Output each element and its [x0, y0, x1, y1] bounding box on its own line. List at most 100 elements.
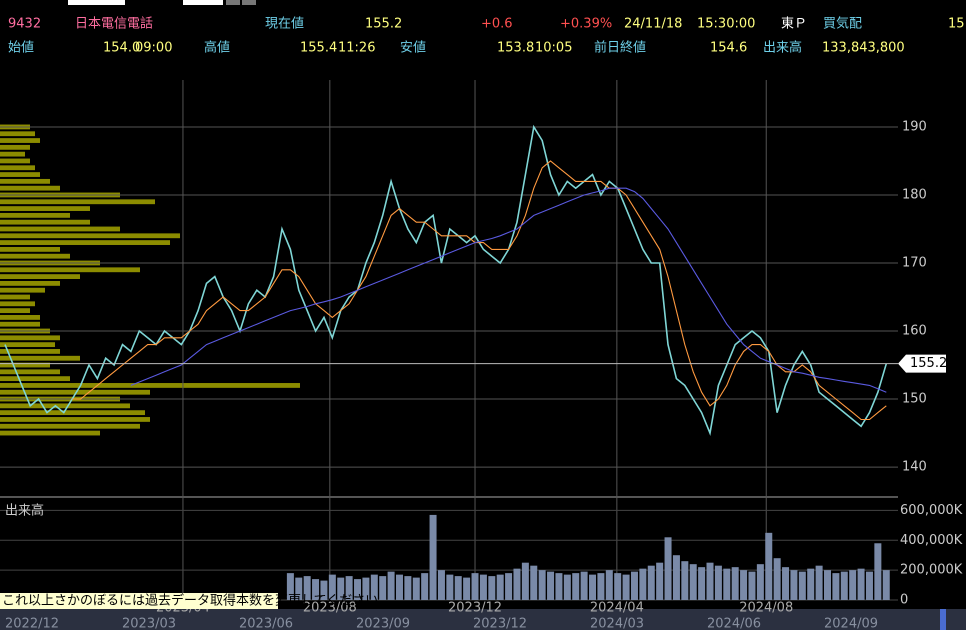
tab[interactable] [183, 0, 223, 5]
current-price-label: 155.2 [910, 356, 947, 371]
volume-bar [857, 568, 865, 600]
volume-bar [706, 562, 714, 600]
volume-bar [429, 514, 437, 600]
tab[interactable] [226, 0, 240, 5]
header-field: 前日終値 [594, 40, 646, 56]
volume-bar [849, 570, 857, 600]
header-field: 現在値 [265, 16, 304, 32]
volume-profile-bar [0, 280, 60, 286]
volume-profile-bar [0, 410, 145, 416]
x-tick-label: 2024/08 [739, 601, 793, 616]
volume-bar [572, 573, 580, 600]
volume-profile-bar [0, 389, 150, 395]
header-field: 24/11/18 [624, 17, 682, 32]
volume-tick-label: 600,000K [900, 503, 963, 518]
header-field: 出来高 [763, 40, 802, 56]
volume-bar [454, 576, 462, 600]
header-field: 133,843,800 [822, 41, 905, 56]
header-field: 155.4 [300, 41, 337, 56]
header-field: 11:26 [338, 41, 375, 56]
series-line [4, 124, 888, 436]
volume-bar [807, 568, 815, 600]
navigator-label: 2024/09 [824, 617, 878, 630]
volume-profile-bar [0, 185, 60, 191]
volume-bar [496, 574, 504, 600]
volume-bar [446, 574, 454, 600]
volume-profile-bar [0, 206, 90, 211]
volume-profile-bar [0, 355, 80, 361]
header-field: 15 [948, 17, 965, 32]
volume-bar [547, 571, 555, 600]
volume-bar [312, 579, 320, 600]
volume-bar [505, 573, 513, 600]
volume-profile-bar [0, 253, 70, 259]
header-field: 15:30:00 [697, 17, 755, 32]
volume-bar [756, 564, 764, 600]
y-tick-label: 150 [902, 392, 927, 407]
volume-bar [765, 532, 773, 600]
volume-bar [286, 573, 294, 600]
y-tick-label: 180 [902, 187, 927, 202]
volume-profile-bar [0, 178, 50, 184]
volume-bar [815, 565, 823, 600]
volume-profile-bar [0, 321, 40, 327]
notice: これ以上さかのぼるには過去データ取得本数を変更してください [2, 593, 378, 609]
volume-bar [698, 567, 706, 600]
volume-bar [723, 568, 731, 600]
volume-bar [639, 568, 647, 600]
volume-profile-bar [0, 383, 300, 388]
navigator-thumb[interactable] [940, 609, 946, 630]
volume-bar [538, 570, 546, 600]
header-field: +0.39% [560, 17, 612, 32]
header-field: 09:00 [135, 41, 172, 56]
volume-bar [463, 577, 471, 600]
volume-bar [656, 562, 664, 600]
volume-bar [865, 571, 873, 600]
header-field: 東Ｐ [781, 16, 807, 32]
volume-bar [521, 562, 529, 600]
volume-bar [681, 561, 689, 600]
tab[interactable] [242, 0, 256, 5]
volume-tick-label: 200,000K [900, 563, 963, 578]
navigator[interactable] [0, 609, 966, 630]
x-tick-label: 2023/12 [448, 601, 502, 616]
volume-bar [530, 565, 538, 600]
volume-bar [328, 574, 336, 600]
volume-tick-label: 0 [900, 593, 908, 608]
volume-bar [622, 574, 630, 600]
y-tick-label: 170 [902, 255, 927, 270]
volume-profile-bar [0, 219, 90, 225]
tab[interactable] [68, 0, 125, 5]
x-tick-label: 2023/08 [303, 601, 357, 616]
volume-profile-bar [0, 403, 130, 409]
header-field: 日本電信電話 [75, 16, 153, 32]
volume-bar [689, 564, 697, 600]
header-field: 10:05 [535, 41, 572, 56]
volume-bar [740, 570, 748, 600]
volume-profile-bar [0, 138, 40, 143]
volume-bar [580, 571, 588, 600]
volume-profile-bar [0, 294, 30, 300]
header-field: +0.6 [481, 17, 513, 32]
volume-bar [412, 577, 420, 600]
volume-profile-bar [0, 287, 45, 293]
volume-profile-bar [0, 226, 120, 232]
volume-profile-bar [0, 158, 30, 164]
header-field: 買気配 [823, 16, 862, 32]
volume-bar [630, 571, 638, 600]
volume-bar [479, 574, 487, 600]
volume-profile-bar [0, 315, 40, 320]
volume-label: 出来高 [5, 503, 44, 519]
volume-bar [421, 573, 429, 600]
volume-bar [874, 543, 882, 600]
volume-profile-bar [0, 301, 35, 307]
volume-bar [513, 568, 521, 600]
volume-bar [471, 573, 479, 600]
volume-bar [664, 537, 672, 600]
volume-bar [589, 574, 597, 600]
volume-profile-bar [0, 233, 180, 239]
header-field: 153.8 [497, 41, 534, 56]
navigator-label: 2024/03 [590, 617, 644, 630]
